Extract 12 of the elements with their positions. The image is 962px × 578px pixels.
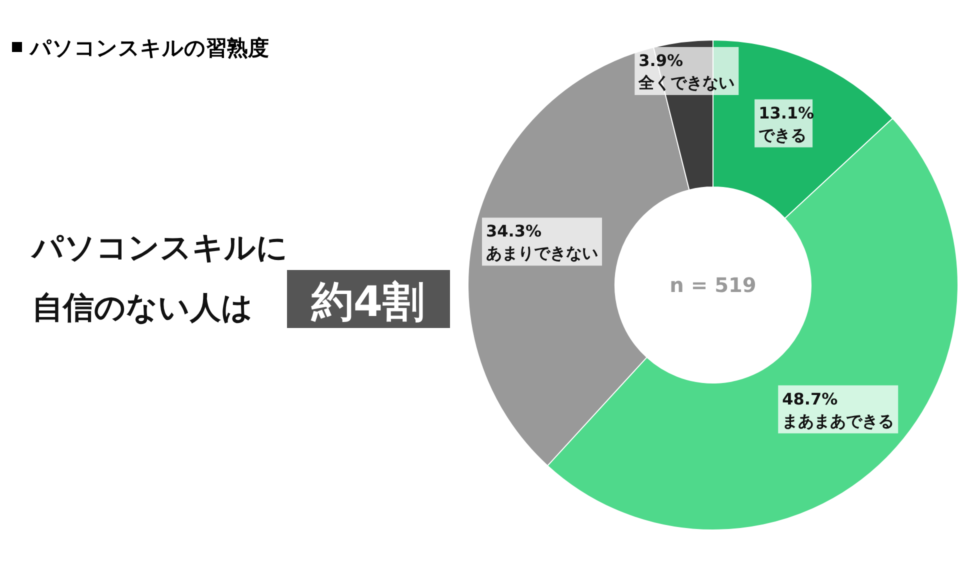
- text: 約4割: [310, 277, 425, 326]
- text: 自信のない人は: [32, 290, 253, 326]
- data-label: 48.7%: [782, 389, 838, 408]
- text: n = 519: [670, 273, 756, 297]
- data-label: 3.9%: [638, 51, 684, 70]
- slice-label: あまりできない: [486, 244, 598, 263]
- text: パソコンスキルに: [30, 230, 288, 266]
- slice-label: できる: [758, 125, 807, 144]
- slice-label: まあまあできる: [782, 411, 894, 430]
- text: パソコンスキルの習熟度: [29, 36, 269, 60]
- data-label: 34.3%: [486, 222, 542, 241]
- slice-label: 全くできない: [638, 73, 735, 92]
